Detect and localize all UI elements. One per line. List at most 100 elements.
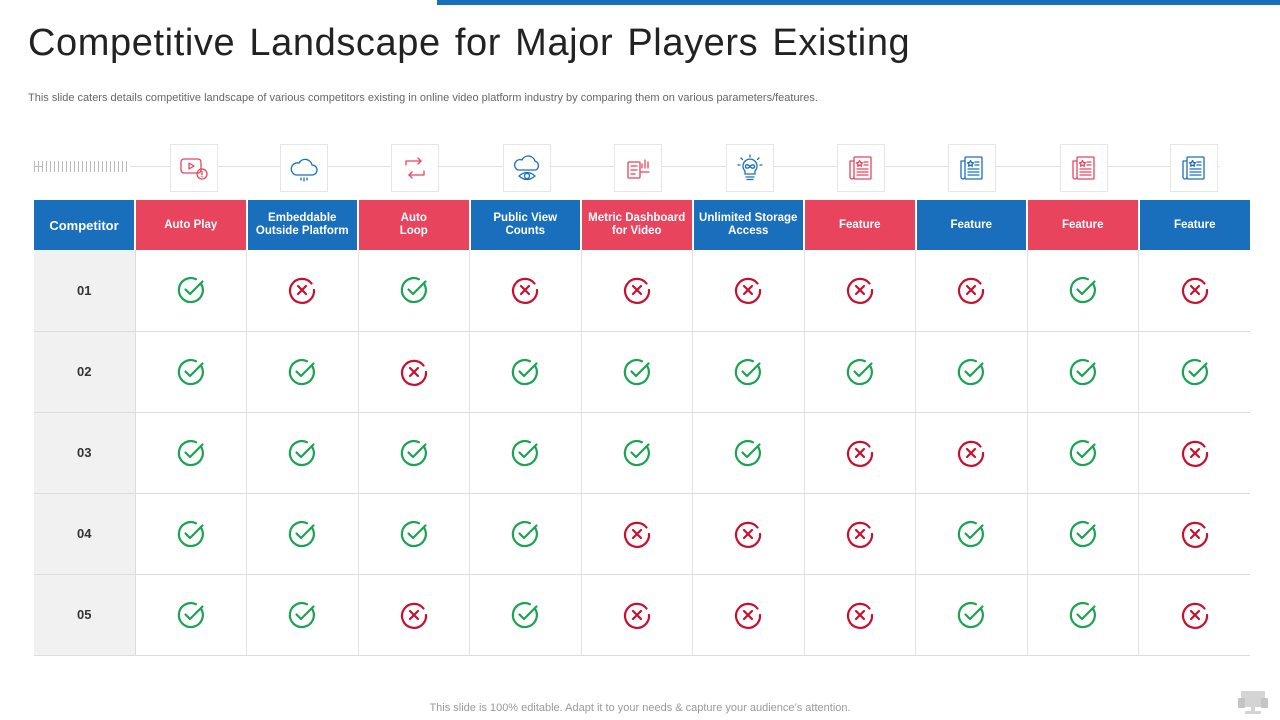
cell-yes: [1027, 493, 1139, 575]
strip-dots: [34, 161, 130, 172]
cross-icon: [512, 278, 539, 305]
cell-yes: [1138, 331, 1250, 413]
cell-yes: [135, 574, 247, 656]
strip-connector: [551, 166, 614, 167]
table-row: 03: [34, 412, 1250, 494]
cell-yes: [246, 412, 359, 494]
strip-connector: [662, 166, 726, 167]
check-icon: [289, 358, 316, 385]
cross-icon: [1181, 278, 1208, 305]
header-feature-3: Auto Loop: [358, 200, 471, 250]
check-icon: [400, 520, 427, 547]
cross-icon: [1181, 440, 1208, 467]
cell-no: [358, 331, 470, 413]
cell-yes: [581, 412, 693, 494]
check-icon: [958, 358, 985, 385]
footer-note: This slide is 100% editable. Adapt it to…: [429, 702, 851, 714]
dashboard-report-icon: [627, 159, 650, 179]
cell-yes: [135, 250, 247, 332]
header-feature-9: Feature: [1027, 200, 1140, 250]
cell-no: [804, 574, 916, 656]
check-icon: [1181, 358, 1208, 385]
strip-connector: [130, 166, 170, 167]
header-feature-5: Metric Dashboard for Video: [581, 200, 694, 250]
strip-connector: [328, 166, 391, 167]
cloud-icon: [290, 158, 318, 182]
page-subtitle: This slide caters details competitive la…: [28, 92, 818, 104]
table-row: 05: [34, 574, 1250, 656]
check-icon: [958, 520, 985, 547]
check-icon: [177, 439, 204, 466]
check-icon: [623, 439, 650, 466]
icon-tile-2: [280, 144, 328, 192]
check-icon: [512, 601, 539, 628]
check-icon: [177, 520, 204, 547]
cell-yes: [692, 331, 805, 413]
cell-yes: [358, 250, 470, 332]
cell-yes: [1027, 412, 1139, 494]
cell-yes: [469, 493, 582, 575]
cross-icon: [623, 278, 650, 305]
cross-icon: [958, 278, 985, 305]
strip-connector: [1218, 166, 1220, 167]
cell-no: [915, 412, 1028, 494]
cell-no: [1138, 412, 1250, 494]
cell-yes: [358, 493, 470, 575]
header-feature-10: Feature: [1138, 200, 1250, 250]
newspaper-icon: [960, 156, 983, 180]
cell-yes: [469, 574, 582, 656]
check-icon: [623, 358, 650, 385]
cell-yes: [469, 412, 582, 494]
check-icon: [177, 601, 204, 628]
cell-yes: [1027, 331, 1139, 413]
icon-tile-7: [837, 144, 885, 192]
icon-tile-9: [1060, 144, 1108, 192]
comparison-table: Competitor Auto Play Embeddable Outside Pl…: [34, 200, 1250, 656]
cross-icon: [958, 440, 985, 467]
icon-tile-4: [503, 144, 551, 192]
strip-connector: [218, 166, 280, 167]
cross-icon: [846, 440, 873, 467]
cell-no: [915, 250, 1028, 332]
cell-yes: [135, 331, 247, 413]
header-competitor: Competitor: [34, 200, 136, 250]
check-icon: [1069, 439, 1096, 466]
check-icon: [512, 520, 539, 547]
cell-no: [804, 412, 916, 494]
cell-no: [804, 250, 916, 332]
check-icon: [177, 277, 204, 304]
cross-icon: [400, 602, 427, 629]
icon-tile-1: [170, 144, 218, 192]
cell-yes: [581, 331, 693, 413]
icon-tile-6: [726, 144, 774, 192]
check-icon: [289, 601, 316, 628]
cell-yes: [915, 574, 1028, 656]
cell-no: [692, 250, 805, 332]
competitor-label: 02: [34, 331, 136, 413]
cell-no: [358, 574, 470, 656]
table-header-row: Competitor Auto Play Embeddable Outside Pl…: [34, 200, 1250, 250]
cross-icon: [1181, 521, 1208, 548]
icon-tile-10: [1170, 144, 1218, 192]
loop-arrows-icon: [405, 157, 425, 179]
check-icon: [400, 277, 427, 304]
newspaper-icon: [1072, 156, 1095, 180]
cell-yes: [804, 331, 916, 413]
check-icon: [289, 439, 316, 466]
cell-no: [581, 493, 693, 575]
icon-tile-3: [391, 144, 439, 192]
check-icon: [1069, 601, 1096, 628]
header-feature-4: Public View Counts: [469, 200, 582, 250]
cell-no: [581, 250, 693, 332]
top-accent-bar: [437, 0, 1280, 5]
cell-no: [1138, 250, 1250, 332]
header-feature-1: Auto Play: [135, 200, 248, 250]
cell-yes: [915, 493, 1028, 575]
cell-no: [1138, 493, 1250, 575]
cross-icon: [735, 521, 762, 548]
cross-icon: [735, 602, 762, 629]
cross-icon: [846, 521, 873, 548]
competitor-label: 04: [34, 493, 136, 575]
strip-connector: [1108, 166, 1170, 167]
check-icon: [177, 358, 204, 385]
